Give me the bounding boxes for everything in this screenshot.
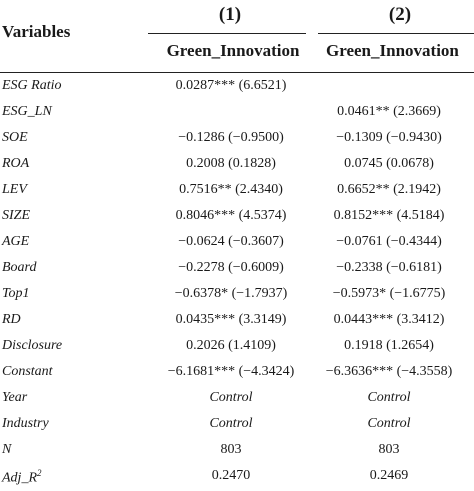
row-label: Adj_R2: [2, 468, 42, 487]
column-2-name: Green_Innovation: [326, 41, 459, 60]
col1-value: Control: [209, 416, 253, 431]
row-label: Industry: [2, 416, 49, 432]
row-label: ESG Ratio: [2, 78, 62, 94]
col1-value: 0.2008 (0.1828): [186, 156, 276, 171]
col1-value: 0.0287*** (6.6521): [175, 78, 287, 93]
table-row: Adj_R2 0.2470 0.2469: [0, 465, 474, 491]
row-label: N: [2, 442, 11, 458]
table-row: RD 0.0435*** (3.3149) 0.0443*** (3.3412): [0, 309, 474, 335]
row-label-text: ESG Ratio: [2, 78, 62, 93]
col1-value: Control: [209, 390, 253, 405]
col2-value: Control: [367, 416, 411, 431]
column-1-name: Green_Innovation: [166, 41, 300, 60]
col1-value: −0.0624 (−0.3607): [178, 234, 284, 249]
col1-value: 0.0435*** (3.3149): [175, 312, 287, 327]
header-bottom-rule: [0, 72, 474, 73]
col1-value: −0.6378* (−1.7937): [174, 286, 288, 301]
table-row: LEV 0.7516** (2.4340) 0.6652** (2.1942): [0, 179, 474, 205]
col2-value: 0.0745 (0.0678): [344, 156, 434, 171]
row-label-text: RD: [2, 312, 21, 327]
table-row: SIZE 0.8046*** (4.5374) 0.8152*** (4.5184): [0, 205, 474, 231]
row-label-text: SIZE: [2, 208, 30, 223]
row-label: RD: [2, 312, 21, 328]
row-label-text: Board: [2, 260, 37, 275]
column-2-rule: [318, 33, 474, 34]
row-label: Year: [2, 390, 27, 406]
col2-value: 0.2469: [369, 468, 409, 483]
col1-value: 0.7516** (2.4340): [179, 182, 283, 197]
table-row: N 803 803: [0, 439, 474, 465]
table-row: ESG_LN 0.0461** (2.3669): [0, 101, 474, 127]
col2-value: 803: [378, 442, 400, 457]
col1-value: 0.2026 (1.4109): [186, 338, 276, 353]
row-label: Top1: [2, 286, 30, 302]
row-label: ESG_LN: [2, 104, 52, 120]
row-label: Board: [2, 260, 36, 276]
row-label: Disclosure: [2, 338, 62, 354]
row-label: SOE: [2, 130, 28, 146]
row-label-text: Top1: [2, 286, 30, 301]
table-row: SOE −0.1286 (−0.9500) −0.1309 (−0.9430): [0, 127, 474, 153]
table-row: Industry Control Control: [0, 413, 474, 439]
col2-value: 0.1918 (1.2654): [344, 338, 434, 353]
col2-value: 0.0443*** (3.3412): [333, 312, 445, 327]
row-label-text: ROA: [2, 156, 30, 171]
col2-value: −0.0761 (−0.4344): [336, 234, 442, 249]
row-label: LEV: [2, 182, 27, 198]
row-label-text: N: [2, 442, 12, 457]
row-label-text: Year: [2, 390, 28, 405]
row-label-superscript: 2: [37, 468, 42, 478]
col1-value: 0.2470: [211, 468, 251, 483]
variables-header: Variables: [2, 22, 71, 41]
row-label-text: SOE: [2, 130, 28, 145]
col2-value: 0.8152*** (4.5184): [333, 208, 445, 223]
row-label-text: LEV: [2, 182, 27, 197]
table-row: ROA 0.2008 (0.1828) 0.0745 (0.0678): [0, 153, 474, 179]
column-1-rule: [148, 33, 306, 34]
col2-value: −0.2338 (−0.6181): [336, 260, 442, 275]
col1-value: 803: [220, 442, 242, 457]
col1-value: −6.1681*** (−4.3424): [167, 364, 295, 379]
column-1-number: (1): [218, 4, 242, 25]
col2-value: −6.3636*** (−4.3558): [325, 364, 453, 379]
table-row: AGE −0.0624 (−0.3607) −0.0761 (−0.4344): [0, 231, 474, 257]
row-label-text: AGE: [2, 234, 30, 249]
row-label-text: Industry: [2, 416, 49, 431]
row-label: ROA: [2, 156, 29, 172]
column-2-number: (2): [388, 4, 412, 25]
table-row: Year Control Control: [0, 387, 474, 413]
table-row: Disclosure 0.2026 (1.4109) 0.1918 (1.2654): [0, 335, 474, 361]
row-label-text: Disclosure: [2, 338, 63, 353]
col1-value: −0.2278 (−0.6009): [178, 260, 284, 275]
row-label: Constant: [2, 364, 53, 380]
col2-value: −0.5973* (−1.6775): [332, 286, 446, 301]
row-label: AGE: [2, 234, 29, 250]
row-label: SIZE: [2, 208, 30, 224]
table-row: ESG Ratio 0.0287*** (6.6521): [0, 75, 474, 101]
col2-value: Control: [367, 390, 411, 405]
col1-value: −0.1286 (−0.9500): [178, 130, 284, 145]
col1-value: 0.8046*** (4.5374): [175, 208, 287, 223]
row-label-text: ESG_LN: [2, 104, 52, 119]
table-row: Top1 −0.6378* (−1.7937) −0.5973* (−1.6775): [0, 283, 474, 309]
table-row: Board −0.2278 (−0.6009) −0.2338 (−0.6181): [0, 257, 474, 283]
col2-value: −0.1309 (−0.9430): [336, 130, 442, 145]
table-row: Constant −6.1681*** (−4.3424) −6.3636*** (…: [0, 361, 474, 387]
row-label-text: Constant: [2, 364, 53, 379]
col2-value: 0.6652** (2.1942): [337, 182, 441, 197]
row-label-text: Adj_R: [2, 470, 37, 486]
col2-value: 0.0461** (2.3669): [337, 104, 441, 119]
